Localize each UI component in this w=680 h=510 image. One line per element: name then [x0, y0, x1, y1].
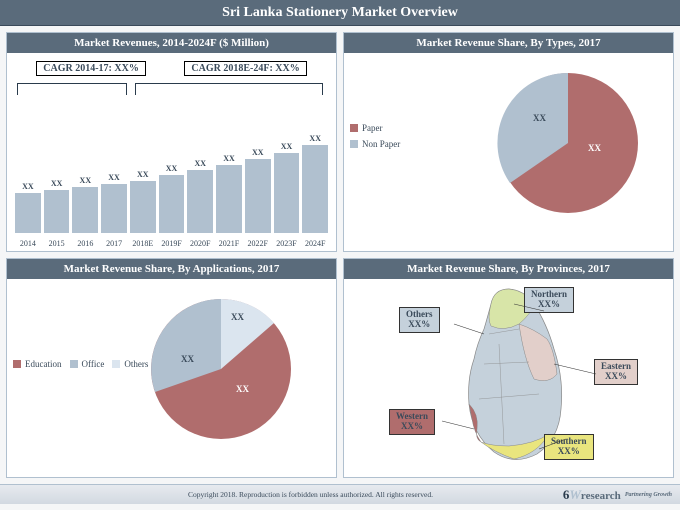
- pie-types: Paper Non Paper XX XX: [344, 53, 673, 251]
- bar: XX: [159, 164, 185, 233]
- province-tag: NorthernXX%: [524, 287, 574, 313]
- bar: XX: [44, 179, 70, 233]
- pie-apps: Education Office Others XX XX XX: [7, 279, 336, 477]
- x-tick: 2023F: [274, 239, 300, 248]
- panel-title: Market Revenue Share, By Types, 2017: [344, 33, 673, 53]
- page-title: Sri Lanka Stationery Market Overview: [0, 0, 680, 26]
- panel-provinces: Market Revenue Share, By Provinces, 2017…: [343, 258, 674, 478]
- bar-chart: CAGR 2014-17: XX% CAGR 2018E-24F: XX% XX…: [7, 53, 336, 251]
- bar: XX: [245, 148, 271, 233]
- legend-item: Paper: [350, 123, 400, 133]
- province-tag: EasternXX%: [594, 359, 638, 385]
- x-tick: 2020F: [187, 239, 213, 248]
- panel-types: Market Revenue Share, By Types, 2017 Pap…: [343, 32, 674, 252]
- bar: XX: [187, 159, 213, 233]
- footer: Copyright 2018. Reproduction is forbidde…: [0, 484, 680, 504]
- panel-title: Market Revenue Share, By Applications, 2…: [7, 259, 336, 279]
- slice-label: XX: [236, 384, 249, 394]
- x-tick: 2014: [15, 239, 41, 248]
- slice-label: XX: [533, 113, 546, 123]
- main-grid: Market Revenues, 2014-2024F ($ Million) …: [0, 26, 680, 484]
- legend-item: Office: [70, 359, 105, 369]
- bar: XX: [216, 154, 242, 233]
- province-tag: SouthernXX%: [544, 434, 594, 460]
- panel-applications: Market Revenue Share, By Applications, 2…: [6, 258, 337, 478]
- pie-svg: [146, 294, 296, 444]
- panel-title: Market Revenues, 2014-2024F ($ Million): [7, 33, 336, 53]
- slice-label: XX: [588, 143, 601, 153]
- bracket-right: [135, 83, 323, 95]
- province-tag: WesternXX%: [389, 409, 435, 435]
- x-tick: 2021F: [216, 239, 242, 248]
- x-tick: 2018E: [130, 239, 156, 248]
- x-tick: 2015: [44, 239, 70, 248]
- x-tick: 2024F: [302, 239, 328, 248]
- slice-label: XX: [231, 312, 244, 322]
- bar: XX: [15, 182, 41, 233]
- cagr-left: CAGR 2014-17: XX%: [36, 61, 146, 76]
- pie-svg: [493, 68, 643, 218]
- x-tick: 2019F: [159, 239, 185, 248]
- legend-item: Others: [112, 359, 148, 369]
- bar: XX: [72, 176, 98, 233]
- x-tick: 2016: [72, 239, 98, 248]
- bracket-left: [17, 83, 127, 95]
- province-map: NorthernXX% OthersXX% EasternXX% Western…: [344, 279, 673, 477]
- legend-item: Non Paper: [350, 139, 400, 149]
- bar: XX: [101, 173, 127, 233]
- bar: XX: [302, 134, 328, 233]
- legend-item: Education: [13, 359, 62, 369]
- panel-revenues: Market Revenues, 2014-2024F ($ Million) …: [6, 32, 337, 252]
- x-tick: 2022F: [245, 239, 271, 248]
- slice-label: XX: [181, 354, 194, 364]
- bar: XX: [274, 142, 300, 233]
- panel-title: Market Revenue Share, By Provinces, 2017: [344, 259, 673, 279]
- bar: XX: [130, 170, 156, 233]
- province-tag: OthersXX%: [399, 307, 440, 333]
- brand-logo: 6Wresearch Partnering Growth: [563, 487, 672, 503]
- cagr-right: CAGR 2018E-24F: XX%: [184, 61, 306, 76]
- x-tick: 2017: [101, 239, 127, 248]
- copyright: Copyright 2018. Reproduction is forbidde…: [188, 490, 433, 499]
